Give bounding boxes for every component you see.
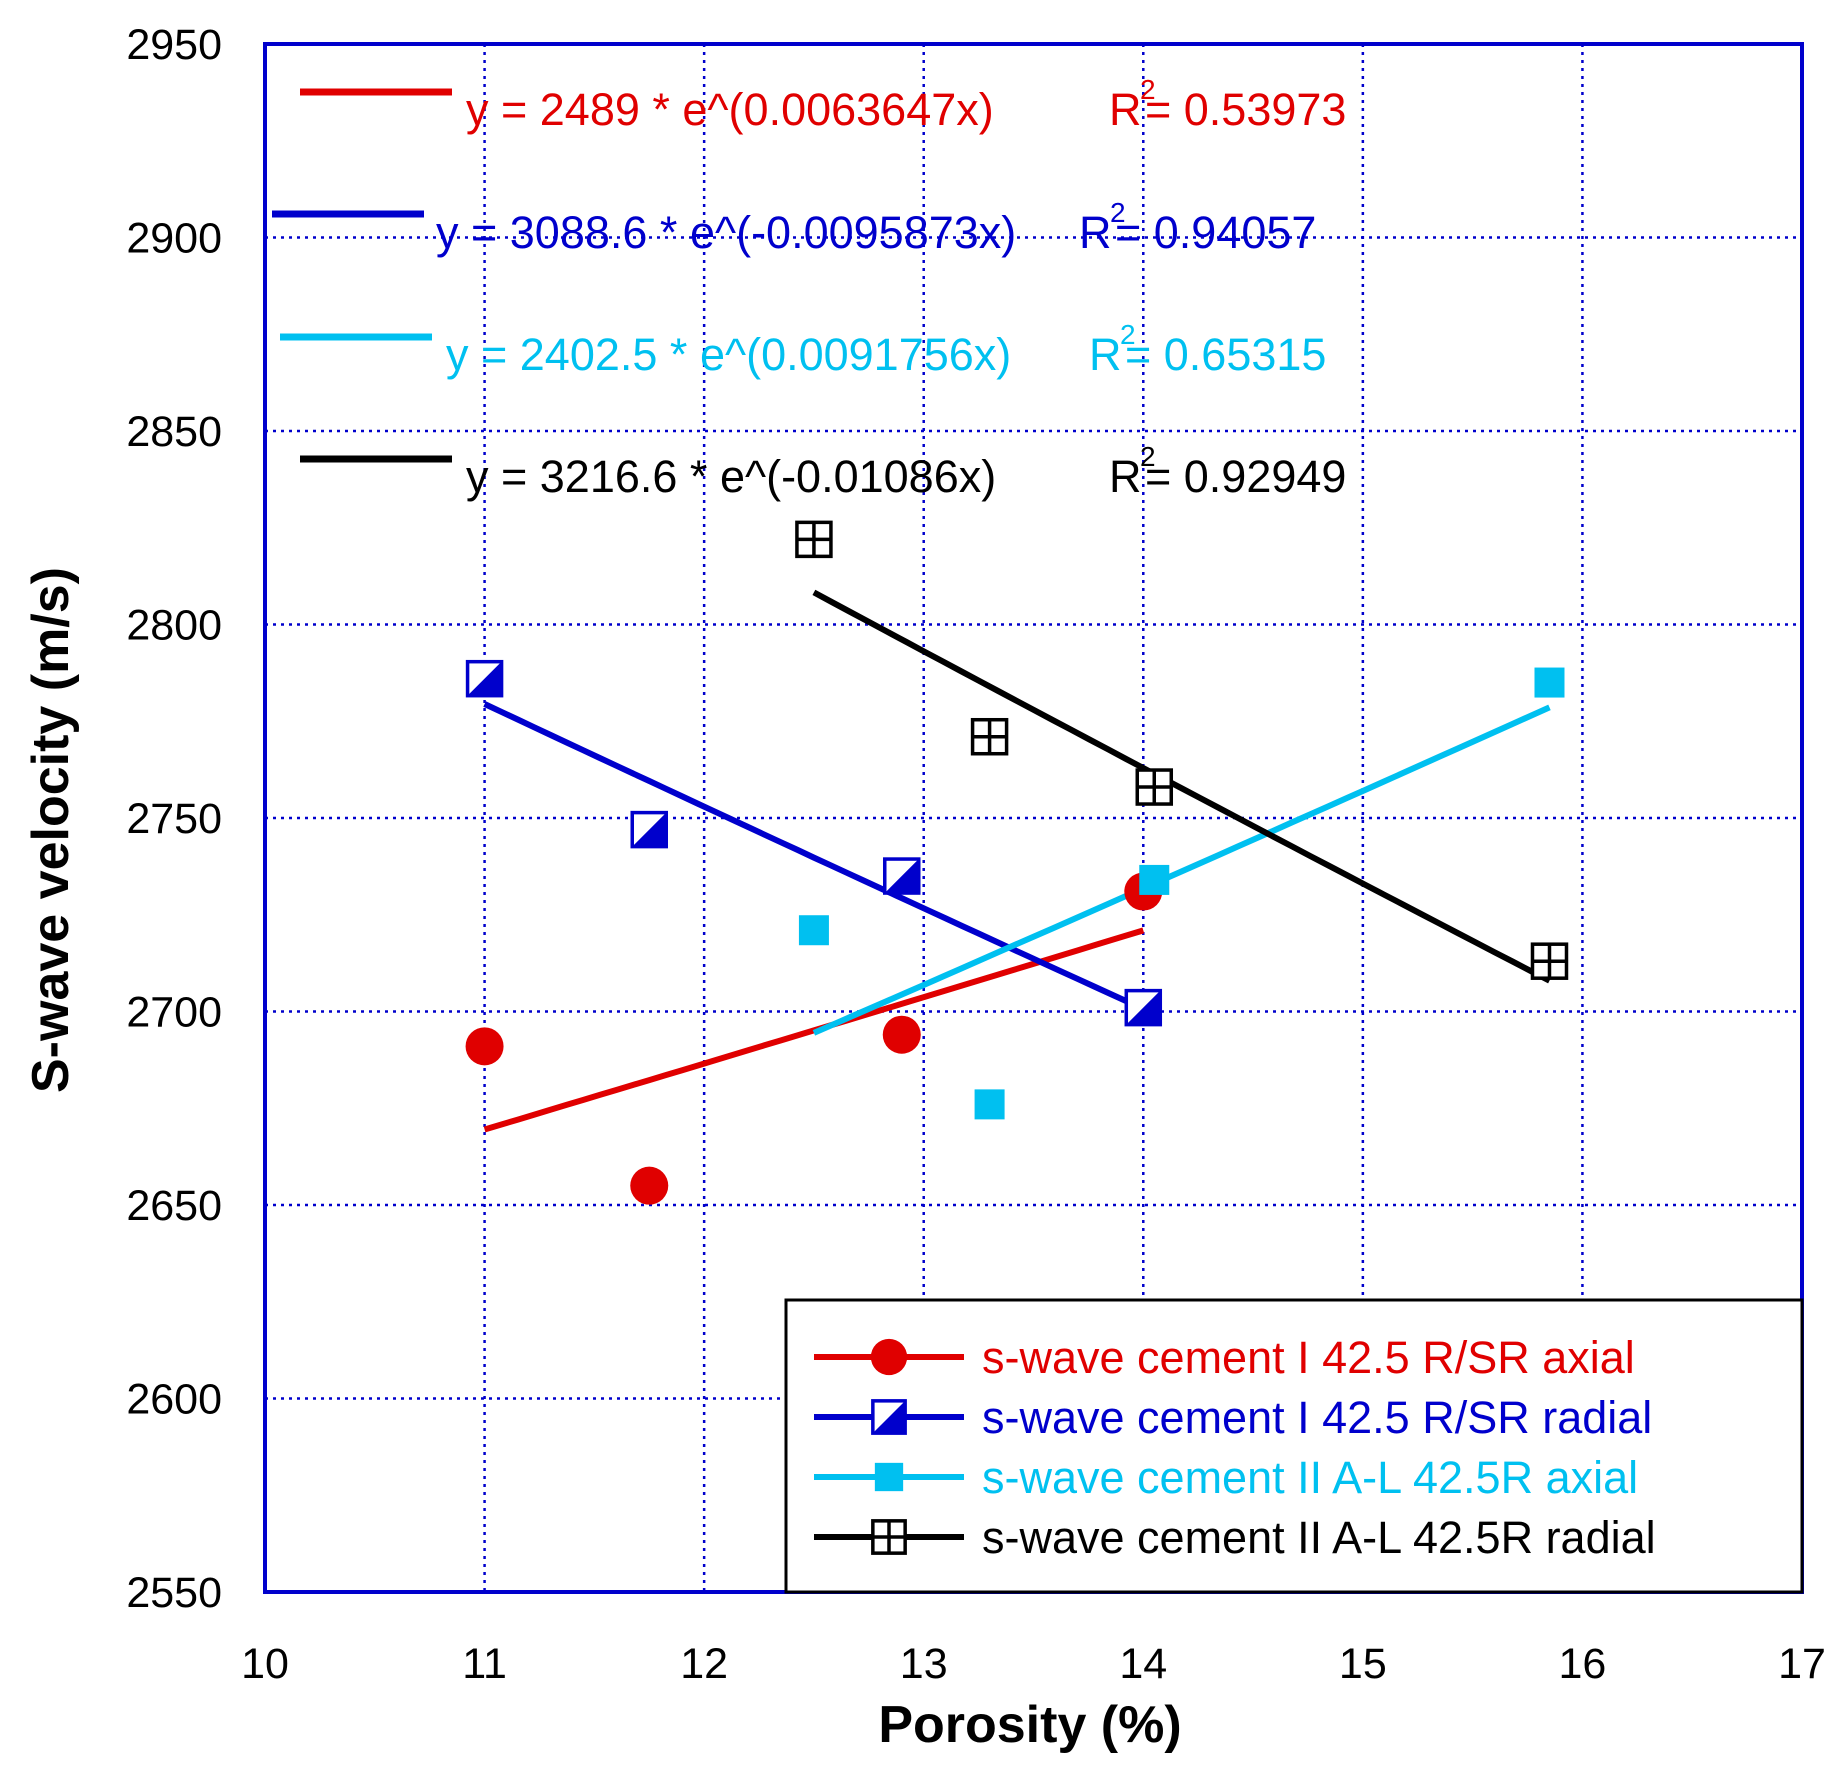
fit-equation: y = 3088.6 * e^(-0.0095873x)	[436, 207, 1016, 258]
x-tick-label: 16	[1559, 1640, 1607, 1688]
x-tick-label: 17	[1778, 1640, 1826, 1688]
legend-label: s-wave cement I 42.5 R/SR axial	[982, 1332, 1635, 1383]
circle-marker	[630, 1166, 669, 1205]
square-marker	[1534, 667, 1565, 698]
r-squared-superscript: 2	[1140, 441, 1156, 472]
circle-marker	[465, 1027, 504, 1066]
r-squared-superscript: 2	[1140, 74, 1156, 105]
y-tick-label: 2900	[126, 215, 222, 263]
circle-marker	[870, 1338, 908, 1376]
r-squared-value: = 0.53973	[1145, 84, 1346, 135]
y-tick-label: 2750	[126, 795, 222, 843]
fit-line	[483, 701, 1145, 1012]
r-squared-label: R	[1079, 207, 1112, 258]
r-squared-value: = 0.92949	[1145, 451, 1346, 502]
half-square-fill	[467, 661, 502, 696]
y-tick-label: 2850	[126, 408, 222, 456]
legend-label: s-wave cement II A-L 42.5R radial	[982, 1512, 1656, 1563]
y-tick-label: 2800	[126, 602, 222, 650]
x-tick-label: 13	[900, 1640, 948, 1688]
r-squared-superscript: 2	[1110, 197, 1126, 228]
r-squared-value: = 0.65315	[1125, 329, 1326, 380]
half-square-fill	[632, 812, 667, 847]
y-tick-label: 2600	[126, 1376, 222, 1424]
x-axis-title: Porosity (%)	[878, 1696, 1181, 1754]
legend-label: s-wave cement I 42.5 R/SR radial	[982, 1392, 1652, 1443]
legend-label: s-wave cement II A-L 42.5R axial	[982, 1452, 1638, 1503]
y-tick-label: 2950	[126, 21, 222, 69]
square-marker	[974, 1089, 1005, 1120]
square-marker	[874, 1462, 904, 1492]
r-squared-superscript: 2	[1120, 319, 1136, 350]
tick-labels: 10 11 12 13 14 15 16 17 2550 2600 2650 2700 2750 2800…	[126, 21, 1826, 1688]
fit-lines	[483, 589, 1551, 1133]
half-square-fill	[1126, 990, 1161, 1025]
data-markers	[465, 520, 1569, 1205]
fit-line	[812, 704, 1551, 1036]
square-marker	[1139, 864, 1170, 895]
r-squared-label: R	[1089, 329, 1122, 380]
x-tick-label: 12	[680, 1640, 728, 1688]
r-squared-value: = 0.94057	[1115, 207, 1316, 258]
r-squared-label: R	[1109, 84, 1142, 135]
fit-equation: y = 2402.5 * e^(0.0091756x)	[446, 329, 1011, 380]
x-tick-label: 14	[1119, 1640, 1167, 1688]
fit-equation: y = 2489 * e^(0.0063647x)	[466, 84, 994, 135]
fit-equation: y = 3216.6 * e^(-0.01086x)	[466, 451, 996, 502]
square-marker	[798, 915, 829, 946]
legend-box	[784, 1298, 1804, 1594]
x-tick-label: 15	[1339, 1640, 1387, 1688]
x-tick-label: 10	[241, 1640, 289, 1688]
circle-marker	[882, 1015, 921, 1054]
y-tick-label: 2650	[126, 1182, 222, 1230]
r-squared-label: R	[1109, 451, 1142, 502]
fit-line	[812, 589, 1551, 984]
legend: s-wave cement I 42.5 R/SR axial s-wave ce…	[784, 1298, 1804, 1594]
y-tick-label: 2700	[126, 989, 222, 1037]
half-square-fill	[872, 1400, 906, 1434]
half-square-fill	[884, 859, 919, 894]
y-tick-label: 2550	[126, 1569, 222, 1617]
y-axis-title: S-wave velocity (m/s)	[22, 567, 80, 1093]
x-tick-label: 11	[462, 1640, 507, 1688]
